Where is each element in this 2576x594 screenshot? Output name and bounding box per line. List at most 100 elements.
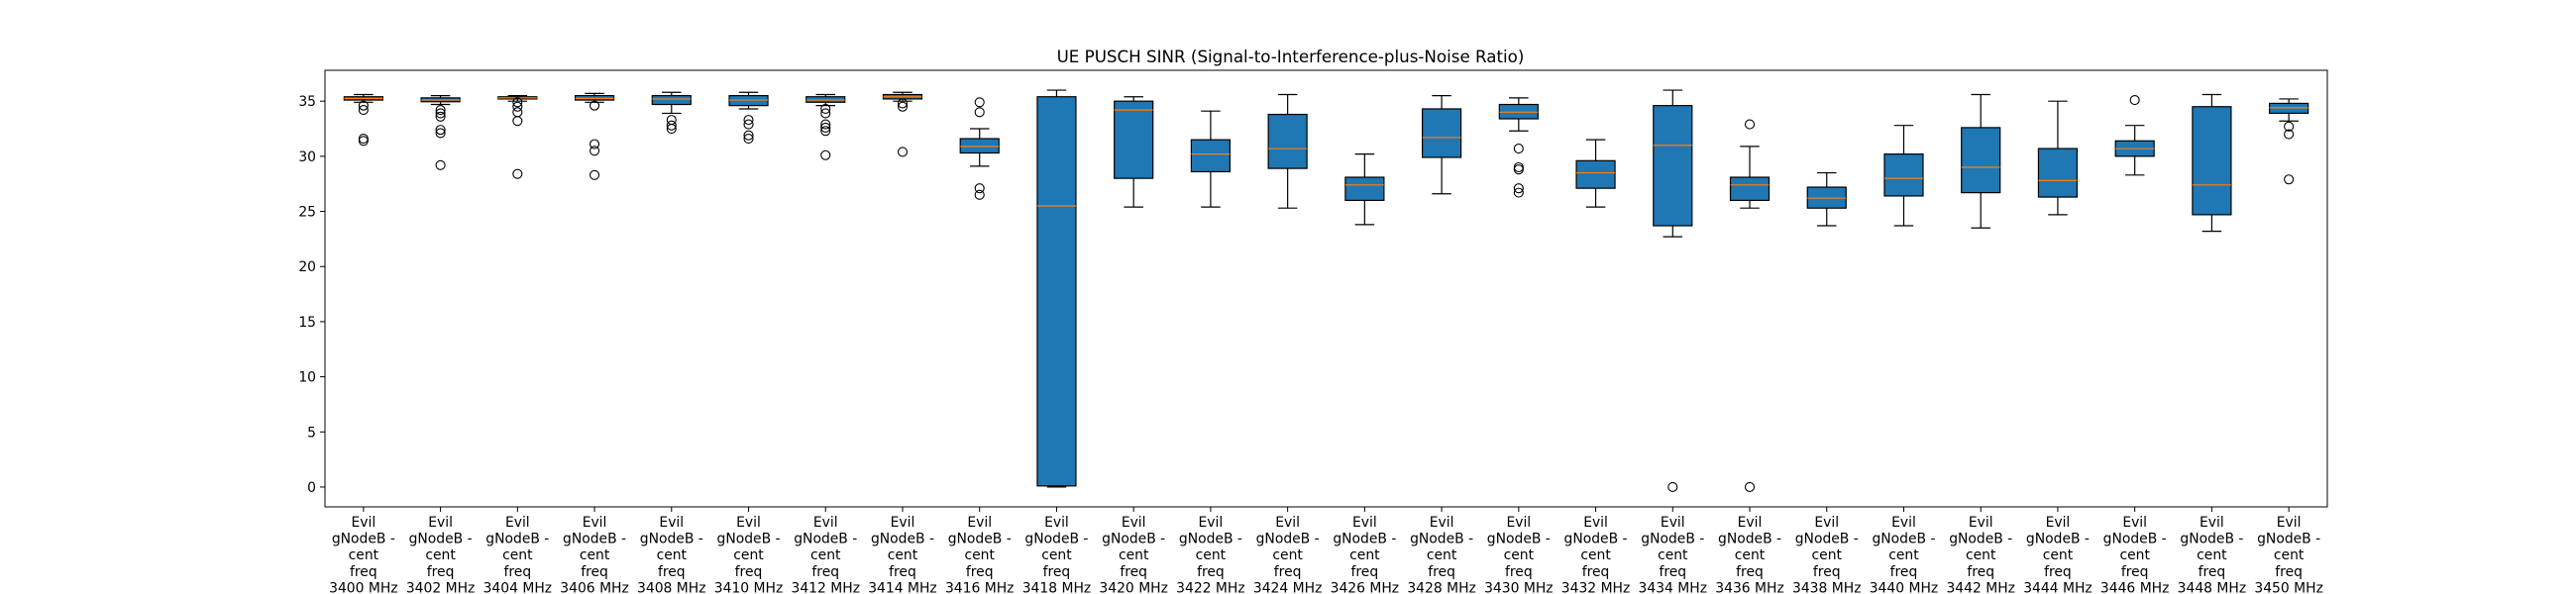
x-tick-label: Evil gNodeB -cent freq 3436 MHz: [1715, 515, 1784, 594]
outlier-point: [820, 149, 831, 160]
outlier-point: [1513, 144, 1524, 154]
y-tick-label: 30: [298, 149, 316, 165]
outlier-point: [512, 97, 523, 108]
x-tick-label-line: 3442 MHz: [1946, 580, 2015, 594]
x-tick-label-line: gNodeB -: [1872, 532, 1935, 547]
x-tick-label-line: 3430 MHz: [1484, 580, 1554, 594]
box-group: [728, 91, 769, 145]
y-tick-label: 25: [298, 205, 316, 221]
x-tick-label-line: cent: [1041, 547, 1072, 563]
box-iqr: [2037, 148, 2079, 198]
x-tick-label: Evil gNodeB -cent freq 3412 MHz: [792, 515, 861, 594]
box-group: [1036, 89, 1077, 488]
x-tick-label-line: cent: [425, 547, 456, 563]
x-tick-label-line: cent: [1272, 547, 1303, 563]
outlier-point: [435, 125, 446, 136]
x-tick-label-line: Evil: [659, 515, 684, 531]
outlier-point: [897, 101, 909, 112]
outlier-point: [358, 100, 369, 111]
x-tick-label: Evil gNodeB -cent freq 3448 MHz: [2178, 515, 2247, 594]
x-tick-label-line: gNodeB -: [794, 532, 857, 547]
box-iqr: [1421, 108, 1462, 158]
x-tick-label-line: Evil: [1583, 515, 1608, 531]
x-tick-label: Evil gNodeB -cent freq 3446 MHz: [2100, 515, 2170, 594]
x-tick-label-line: Evil: [505, 515, 530, 531]
outlier-point: [820, 119, 831, 130]
x-tick-label-line: gNodeB -: [1179, 532, 1242, 547]
box-iqr: [1883, 153, 1924, 197]
x-tick-label-line: gNodeB -: [2103, 532, 2167, 547]
x-tick-label-line: cent: [1580, 547, 1611, 563]
x-tick-label-line: freq: [2275, 564, 2303, 580]
box-group: [420, 95, 461, 170]
x-tick-label-line: cent: [888, 547, 918, 563]
x-tick-label-line: cent: [733, 547, 764, 563]
x-tick-label-line: gNodeB -: [563, 532, 626, 547]
outlier-point: [2129, 95, 2140, 106]
x-tick-label-line: 3444 MHz: [2023, 580, 2093, 594]
outlier-point: [590, 146, 600, 156]
x-tick-label-line: Evil: [1044, 515, 1069, 531]
outlier-point: [974, 107, 985, 118]
x-tick-label-line: gNodeB -: [2257, 532, 2320, 547]
x-tick-label-line: gNodeB -: [1256, 532, 1320, 547]
x-tick-label: Evil gNodeB -cent freq 3434 MHz: [1639, 515, 1708, 594]
x-tick-label-line: cent: [810, 547, 841, 563]
box-iqr: [1729, 176, 1771, 202]
x-tick-label-line: Evil: [2122, 515, 2147, 531]
outlier-point: [666, 120, 677, 131]
x-tick-label-line: cent: [1812, 547, 1843, 563]
x-tick-label-line: 3434 MHz: [1639, 580, 1708, 594]
x-tick-label-line: Evil: [583, 515, 607, 531]
x-tick-label-line: freq: [1120, 564, 1147, 580]
box-group: [1729, 119, 1771, 493]
outlier-point: [435, 105, 446, 116]
outlier-point: [666, 123, 677, 135]
x-tick-label-line: Evil: [1661, 515, 1685, 531]
x-tick-label-line: freq: [1197, 564, 1225, 580]
y-tick-label: 10: [298, 370, 316, 386]
x-tick-label-line: freq: [2044, 564, 2072, 580]
x-tick-label: Evil gNodeB -cent freq 3422 MHz: [1176, 515, 1245, 594]
x-tick-label-line: 3448 MHz: [2178, 580, 2247, 594]
x-tick-label-line: freq: [2121, 564, 2149, 580]
x-tick-label-line: Evil: [1814, 515, 1839, 531]
box-plot-series: [343, 89, 2309, 493]
x-tick-label-line: 3416 MHz: [945, 580, 1015, 594]
outlier-point: [512, 101, 523, 112]
box-group: [1267, 93, 1308, 209]
box-group: [2192, 93, 2232, 233]
box-group: [805, 93, 846, 160]
outlier-point: [435, 108, 446, 119]
x-tick-label-line: 3402 MHz: [406, 580, 476, 594]
x-tick-label-line: Evil: [352, 515, 376, 531]
x-tick-label-line: cent: [2119, 547, 2150, 563]
x-tick-label-line: 3420 MHz: [1099, 580, 1168, 594]
box-group: [1806, 171, 1847, 227]
box-group: [574, 92, 615, 180]
x-tick-label-line: gNodeB -: [871, 532, 934, 547]
x-tick-label-line: Evil: [1352, 515, 1377, 531]
x-tick-label-line: 3436 MHz: [1715, 580, 1784, 594]
x-tick-label-line: Evil: [1969, 515, 1993, 531]
outlier-point: [2284, 174, 2295, 185]
x-tick-label-line: gNodeB -: [640, 532, 703, 547]
x-tick-label-line: freq: [1967, 564, 1994, 580]
box-iqr: [1653, 105, 1693, 227]
x-tick-label-line: gNodeB -: [2026, 532, 2090, 547]
x-tick-label-line: Evil: [1506, 515, 1531, 531]
outlier-point: [435, 128, 446, 139]
x-tick-label-line: gNodeB -: [1487, 532, 1551, 547]
box-group: [497, 95, 538, 179]
x-tick-label-line: freq: [1736, 564, 1764, 580]
x-tick-label-line: Evil: [2277, 515, 2302, 531]
box-group: [343, 93, 383, 147]
plot-area: [325, 70, 2327, 507]
box-iqr: [1267, 113, 1308, 169]
outlier-point: [435, 111, 446, 122]
x-tick-label-line: 3426 MHz: [1331, 580, 1400, 594]
y-tick-label: 5: [307, 425, 316, 441]
outlier-point: [820, 108, 831, 119]
x-tick-label-line: cent: [657, 547, 688, 563]
x-tick-label-line: gNodeB -: [1949, 532, 2012, 547]
